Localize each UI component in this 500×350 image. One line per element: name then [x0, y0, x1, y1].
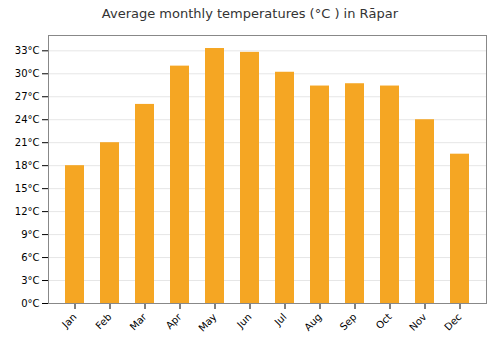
svg-text:Feb: Feb [93, 311, 113, 331]
svg-text:Apr: Apr [164, 311, 185, 332]
svg-text:Jan: Jan [59, 311, 78, 330]
svg-text:May: May [196, 311, 218, 333]
svg-text:Oct: Oct [374, 311, 394, 331]
svg-text:0°C: 0°C [21, 298, 39, 309]
svg-text:Aug: Aug [302, 311, 324, 333]
svg-text:Jun: Jun [234, 311, 254, 331]
svg-text:3°C: 3°C [21, 275, 39, 286]
svg-text:18°C: 18°C [15, 160, 40, 171]
svg-text:Nov: Nov [407, 311, 429, 333]
svg-text:12°C: 12°C [15, 206, 40, 217]
html-text:Average monthly temperatures (: Average monthly temperatures (°C ) in Rā… [101, 6, 399, 21]
svg-text:15°C: 15°C [15, 183, 40, 194]
svg-text:27°C: 27°C [15, 91, 40, 102]
svg-text:6°C: 6°C [21, 252, 39, 263]
svg-text:Jul: Jul [272, 311, 289, 328]
svg-text:21°C: 21°C [15, 137, 40, 148]
svg-text:9°C: 9°C [21, 229, 39, 240]
svg-text:30°C: 30°C [15, 68, 40, 79]
svg-text:24°C: 24°C [15, 114, 40, 125]
svg-text:Dec: Dec [442, 311, 463, 332]
svg-text:Sep: Sep [338, 311, 359, 332]
svg-text:33°C: 33°C [15, 45, 40, 56]
svg-text:Mar: Mar [128, 311, 150, 333]
